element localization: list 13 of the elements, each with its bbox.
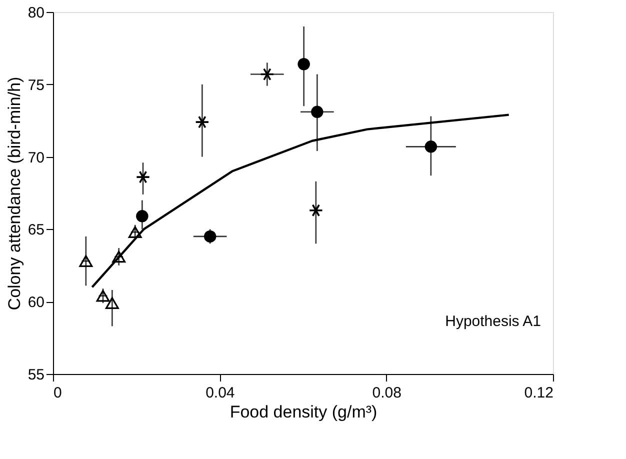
x-axis-title: Food density (g/m³) — [230, 402, 378, 422]
x-tick-label: 0.08 — [372, 384, 402, 402]
y-tick-label: 70 — [28, 149, 44, 166]
x-tick-label: 0.04 — [206, 384, 235, 402]
y-tick-label: 65 — [28, 222, 44, 239]
y-tick-label: 80 — [28, 4, 44, 22]
y-axis-title: Colony attendance (bird-min/h) — [4, 76, 24, 310]
y-tick-label: 60 — [28, 294, 44, 312]
annotation: Hypothesis A1 — [445, 313, 541, 330]
x-tick-label: 0 — [54, 384, 62, 402]
y-tick-label: 75 — [28, 76, 44, 94]
x-tick-label: 0.12 — [524, 384, 554, 402]
y-tick-label: 55 — [28, 366, 44, 384]
